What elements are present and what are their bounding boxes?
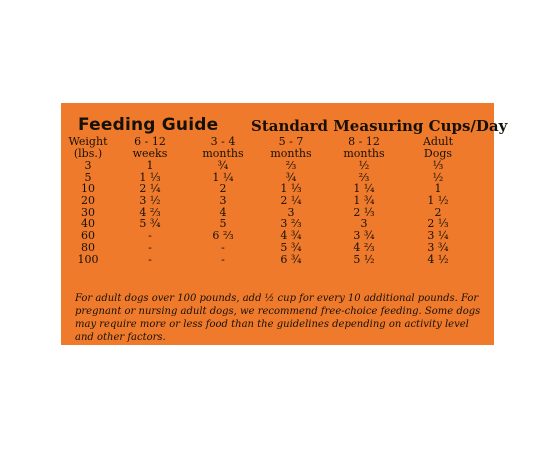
table-cell: ½ xyxy=(432,170,444,184)
table-cell: 6 ⅔ xyxy=(212,229,234,243)
header-adult: Adult xyxy=(422,135,453,148)
table-cell: 5 xyxy=(84,170,92,184)
header-5-7-months: 5 - 7 xyxy=(278,135,304,148)
table-cell: 5 ½ xyxy=(353,252,375,266)
table-row: 30 4 ⅔ 4 3 2 ⅓ 2 xyxy=(67,207,475,219)
table-cell: 6 ¾ xyxy=(280,252,302,266)
table-cell: - xyxy=(148,229,152,243)
table-cell: 1 ¾ xyxy=(353,194,375,208)
table-row: 10 2 ¼ 2 1 ⅓ 1 ¼ 1 xyxy=(67,183,475,195)
table-cell: 3 xyxy=(219,194,227,208)
table-cell: 2 ¼ xyxy=(280,194,302,208)
table-row: 80 - - 5 ¾ 4 ⅔ 3 ¾ xyxy=(67,242,475,254)
table-cell: ¾ xyxy=(217,159,229,172)
header-months: months xyxy=(270,147,312,160)
table-row: 40 5 ¾ 5 3 ⅔ 3 2 ⅓ xyxy=(67,218,475,230)
table-cell: - xyxy=(221,240,225,254)
table-cell: - xyxy=(148,252,152,266)
table-cell: - xyxy=(148,240,152,254)
table-cell: 1 ⅓ xyxy=(280,182,302,196)
table-row: 100 - - 6 ¾ 5 ½ 4 ½ xyxy=(67,252,475,266)
table-cell: 60 xyxy=(81,229,95,243)
table-cell: 2 xyxy=(219,182,227,196)
feeding-guide-title: Feeding Guide xyxy=(78,115,219,135)
table-cell: 3 xyxy=(360,217,368,231)
table-cell: 4 ⅔ xyxy=(353,240,375,254)
table-cell: ½ xyxy=(358,159,370,172)
table-cell: 3 ¼ xyxy=(427,229,449,243)
header-6-12-weeks: 6 - 12 xyxy=(134,135,166,148)
table-cell: 5 ¾ xyxy=(139,217,161,231)
table-row: 3 1 ¾ ⅔ ½ ⅓ xyxy=(67,160,475,172)
header-8-12-months: 8 - 12 xyxy=(348,135,380,148)
table-cell: 2 ⅓ xyxy=(427,217,449,231)
table-cell: 1 ¼ xyxy=(353,182,375,196)
header-dogs: Dogs xyxy=(423,147,453,160)
table-row: 20 3 ½ 3 2 ¼ 1 ¾ 1 ½ xyxy=(67,195,475,207)
table-cell: 1 xyxy=(434,182,442,196)
table-cell: ⅔ xyxy=(358,170,370,184)
table-cell: 4 ⅔ xyxy=(139,205,161,219)
table-cell: ⅓ xyxy=(432,159,444,172)
feeding-table: Weight 6 - 12 3 - 4 5 - 7 8 - 12 Adult (… xyxy=(67,136,475,265)
table-cell: 3 ¾ xyxy=(427,240,449,254)
table-cell: 20 xyxy=(81,194,95,208)
table-cell: 4 ¾ xyxy=(280,229,302,243)
table-cell: 1 ¼ xyxy=(212,170,234,184)
table-cell: 5 xyxy=(219,217,227,231)
table-header-row-2: (lbs.) weeks months months months Dogs xyxy=(67,148,475,160)
table-cell: 3 xyxy=(287,205,295,219)
table-cell: ⅔ xyxy=(285,159,297,172)
table-row: 5 1 ⅓ 1 ¼ ¾ ⅔ ½ xyxy=(67,170,475,184)
header-months: months xyxy=(202,147,244,160)
table-cell: ¾ xyxy=(285,170,297,184)
table-cell: 3 ½ xyxy=(139,194,161,208)
table-cell: 30 xyxy=(81,205,95,219)
table-cell: 3 ¾ xyxy=(353,229,375,243)
table-cell: - xyxy=(221,252,225,266)
table-cell: 3 ⅔ xyxy=(280,217,302,231)
table-cell: 2 ⅓ xyxy=(353,205,375,219)
table-cell: 100 xyxy=(77,252,99,266)
table-cell: 2 ¼ xyxy=(139,182,161,196)
table-header-row-1: Weight 6 - 12 3 - 4 5 - 7 8 - 12 Adult xyxy=(67,136,475,148)
header-lbs: (lbs.) xyxy=(73,147,103,160)
table-cell: 10 xyxy=(81,182,95,196)
header-months: months xyxy=(343,147,385,160)
table-cell: 1 ⅓ xyxy=(139,170,161,184)
table-cell: 3 xyxy=(84,159,92,172)
feeding-note: For adult dogs over 100 pounds, add ½ cu… xyxy=(75,293,481,343)
table-cell: 4 ½ xyxy=(427,252,449,266)
header-weight: Weight xyxy=(68,135,108,148)
measuring-cups-subtitle: Standard Measuring Cups/Day xyxy=(251,117,508,135)
table-cell: 1 xyxy=(146,159,154,172)
feeding-guide-label: Feeding Guide Standard Measuring Cups/Da… xyxy=(61,103,507,345)
table-row: 60 - 6 ⅔ 4 ¾ 3 ¾ 3 ¼ xyxy=(67,230,475,242)
table-cell: 40 xyxy=(81,217,95,231)
table-cell: 1 ½ xyxy=(427,194,449,208)
table-cell: 5 ¾ xyxy=(280,240,302,254)
header-weeks: weeks xyxy=(132,147,168,160)
table-cell: 80 xyxy=(81,240,95,254)
table-cell: 2 xyxy=(434,205,442,219)
header-3-4-months: 3 - 4 xyxy=(210,135,236,148)
table-cell: 4 xyxy=(219,205,227,219)
